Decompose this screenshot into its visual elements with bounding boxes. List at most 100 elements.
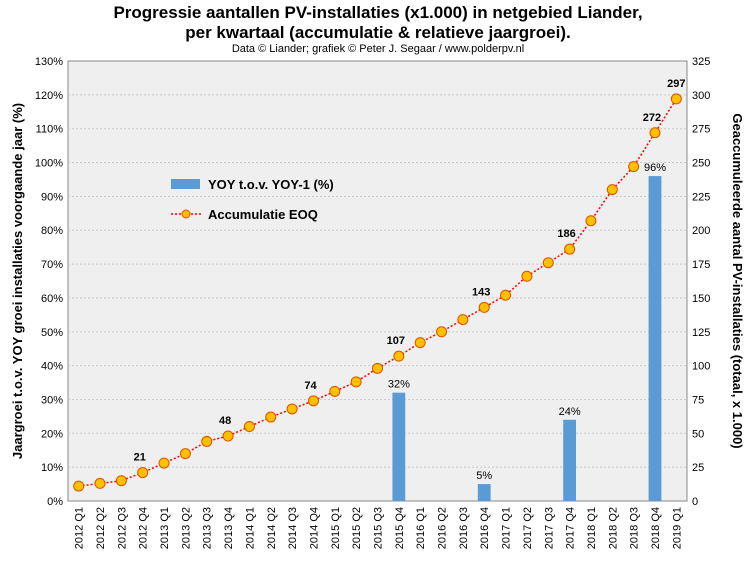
legend-bar-label: YOY t.o.v. YOY-1 (%) <box>208 177 334 192</box>
line-point <box>307 395 319 407</box>
right-tick-label: 275 <box>692 124 710 136</box>
line-point <box>265 411 277 423</box>
right-tick-label: 25 <box>692 462 704 474</box>
x-tick-label: 2014 Q2 <box>266 507 278 549</box>
bar <box>392 392 406 501</box>
right-tick-label: 250 <box>692 158 710 170</box>
right-tick-label: 50 <box>692 428 704 440</box>
left-axis-ticks: 0% 10% 20% 30% 40% 50% 60% 70% 80% 90% 100% 110% 120… <box>35 56 63 508</box>
bar <box>563 419 577 501</box>
point-data-label: 297 <box>667 78 685 90</box>
line-point <box>243 421 255 433</box>
line-point <box>564 243 576 255</box>
x-tick-label: 2012 Q3 <box>116 507 128 549</box>
left-tick-label: 40% <box>41 361 63 373</box>
x-tick-label: 2016 Q3 <box>458 507 470 549</box>
line-series: 21 48 74 107 143 186 272 297 <box>73 78 686 492</box>
left-tick-label: 10% <box>41 462 63 474</box>
line-point <box>115 475 127 487</box>
line-point <box>670 93 682 105</box>
bar-series: 32% 5% 24% 96% <box>388 162 666 502</box>
right-tick-label: 200 <box>692 225 710 237</box>
line-point <box>628 161 640 173</box>
x-tick-label: 2017 Q3 <box>543 507 555 549</box>
x-tick-label: 2018 Q3 <box>629 507 641 549</box>
line-point <box>393 350 405 362</box>
legend-line-marker <box>181 209 191 219</box>
x-axis-ticks: 2012 Q1 2012 Q2 2012 Q3 2012 Q4 2013 Q1 2013 … <box>74 507 684 549</box>
line-point <box>500 289 512 301</box>
x-tick-label: 2015 Q3 <box>373 507 385 549</box>
legend-line-label: Accumulatie EOQ <box>208 207 318 222</box>
x-tick-label: 2016 Q2 <box>437 507 449 549</box>
y-axis-left-title: Jaargroei t.o.v. YOY groei installaties … <box>10 103 25 459</box>
left-tick-label: 130% <box>35 56 63 68</box>
line-point <box>350 376 362 388</box>
plot-area <box>67 60 688 502</box>
point-data-label: 74 <box>304 380 317 392</box>
line-point <box>201 435 213 447</box>
point-data-label: 186 <box>557 228 575 240</box>
right-tick-label: 75 <box>692 394 704 406</box>
x-tick-label: 2012 Q4 <box>138 507 150 549</box>
line-point <box>542 257 554 269</box>
x-tick-label: 2017 Q2 <box>522 507 534 549</box>
left-tick-label: 100% <box>35 158 63 170</box>
x-tick-label: 2018 Q2 <box>607 507 619 549</box>
line-point <box>478 301 490 313</box>
legend: YOY t.o.v. YOY-1 (%) Accumulatie EOQ <box>171 177 334 222</box>
right-axis-ticks: 0 25 50 75 100 125 150 175 200 225 250 275 300 325 <box>692 56 710 508</box>
left-tick-label: 90% <box>41 191 63 203</box>
right-tick-label: 100 <box>692 361 710 373</box>
left-tick-label: 80% <box>41 225 63 237</box>
bar-data-label: 32% <box>388 379 410 391</box>
x-tick-label: 2017 Q1 <box>501 507 513 549</box>
x-tick-label: 2013 Q1 <box>159 507 171 549</box>
x-tick-label: 2015 Q1 <box>330 507 342 549</box>
line-point <box>329 385 341 397</box>
x-tick-label: 2019 Q1 <box>671 507 683 549</box>
series-line <box>78 98 677 487</box>
right-tick-label: 225 <box>692 191 710 203</box>
left-tick-label: 110% <box>36 124 64 136</box>
left-tick-label: 20% <box>41 428 63 440</box>
x-tick-label: 2018 Q4 <box>650 507 662 549</box>
x-tick-label: 2014 Q3 <box>287 507 299 549</box>
bar-data-label: 24% <box>559 406 581 418</box>
chart-subtitle: Data © Liander; grafiek © Peter J. Segaa… <box>232 43 524 55</box>
right-tick-label: 0 <box>692 496 698 508</box>
line-point <box>158 457 170 469</box>
line-point <box>457 314 469 326</box>
line-point <box>94 477 106 489</box>
bar-data-label: 96% <box>644 162 666 174</box>
point-data-label: 143 <box>472 286 490 298</box>
legend-bar-swatch <box>171 179 200 189</box>
x-tick-label: 2014 Q1 <box>244 507 256 549</box>
line-point <box>414 337 426 349</box>
point-data-label: 48 <box>219 415 231 427</box>
right-tick-label: 300 <box>692 90 710 102</box>
chart-title-line1: Progressie aantallen PV-installaties (x1… <box>113 3 642 22</box>
x-tick-label: 2015 Q4 <box>394 507 406 549</box>
x-tick-label: 2013 Q2 <box>180 507 192 549</box>
x-tick-label: 2014 Q4 <box>308 507 320 549</box>
right-tick-label: 150 <box>692 293 710 305</box>
point-data-label: 21 <box>134 452 146 464</box>
point-data-label: 272 <box>643 112 661 124</box>
right-tick-label: 175 <box>692 259 710 271</box>
x-tick-label: 2012 Q1 <box>74 507 86 549</box>
left-tick-label: 60% <box>41 293 63 305</box>
line-point <box>606 184 618 196</box>
left-tick-label: 30% <box>41 394 63 406</box>
line-point <box>436 326 448 338</box>
line-point <box>372 362 383 374</box>
chart-title-line2: per kwartaal (accumulatie & relatieve ja… <box>185 23 571 42</box>
right-tick-label: 125 <box>692 327 710 339</box>
line-point <box>585 215 597 227</box>
line-point <box>137 467 149 479</box>
left-tick-label: 0% <box>47 496 63 508</box>
line-point <box>73 480 85 492</box>
y-axis-right-title: Geaccumuleerde aantal PV-installaties (t… <box>730 113 745 448</box>
line-point <box>222 430 234 442</box>
point-data-label: 107 <box>387 335 405 347</box>
